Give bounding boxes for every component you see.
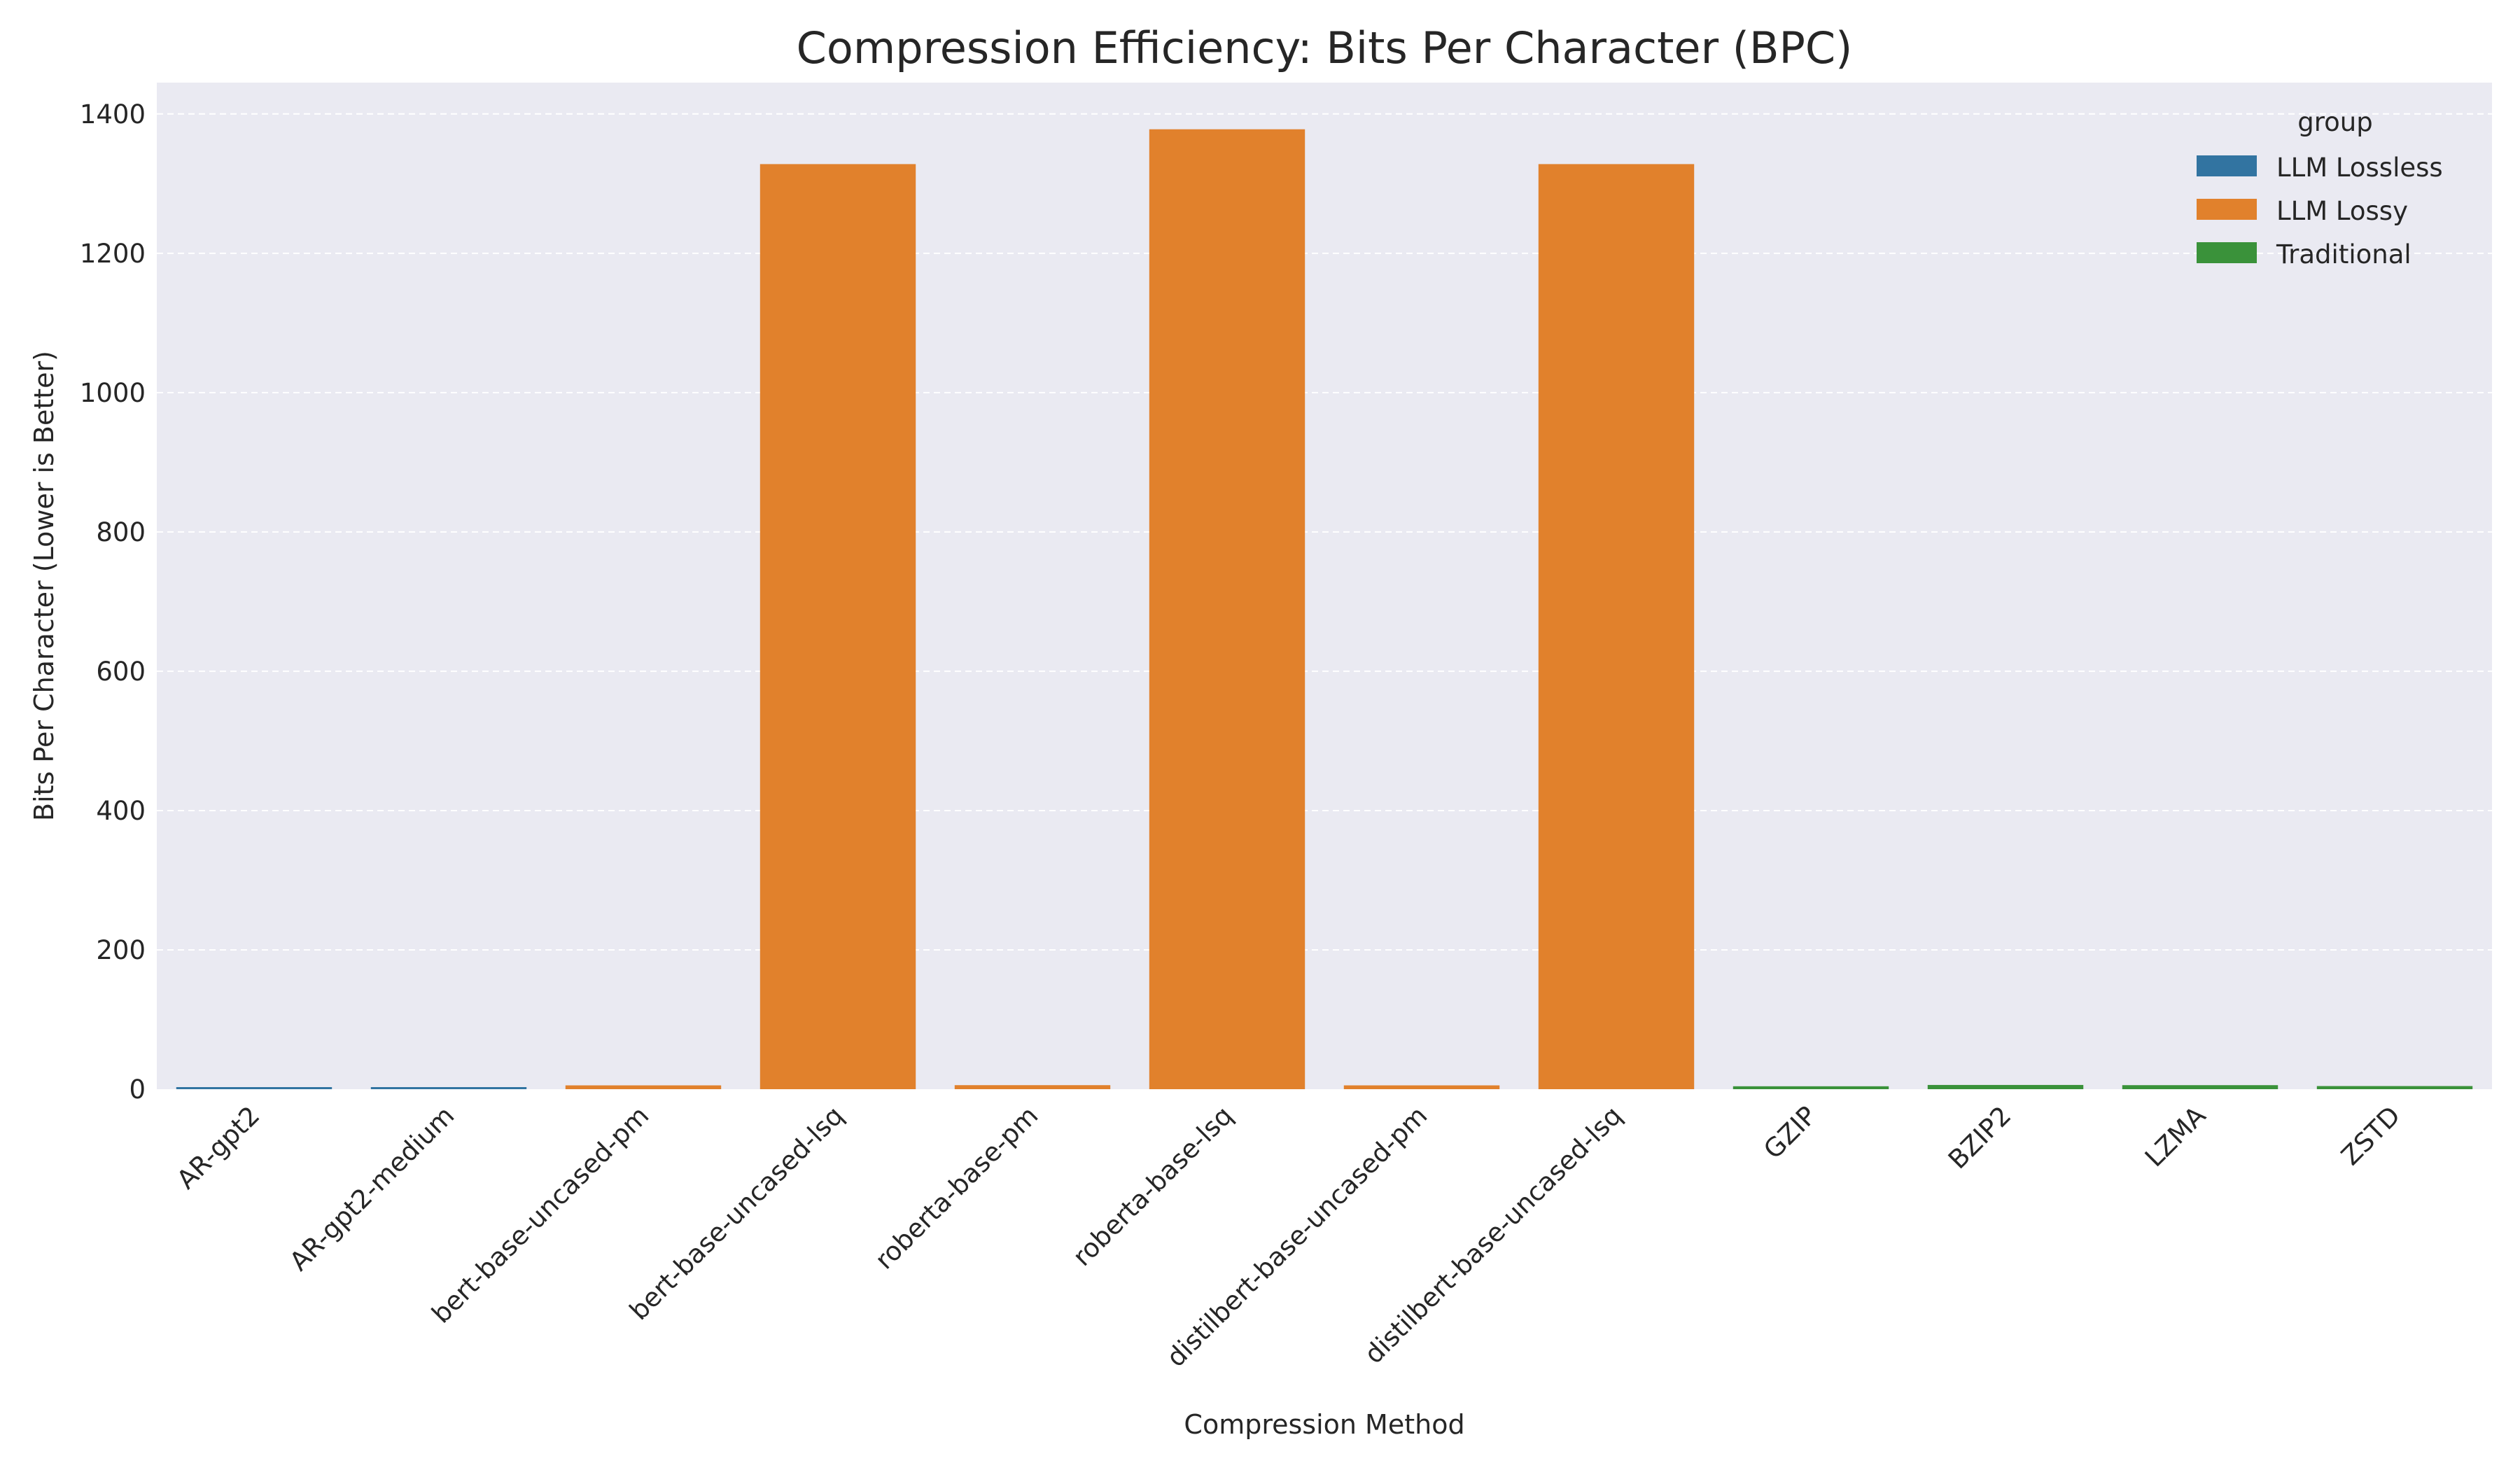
y-tick-1200: 1200 (80, 239, 146, 269)
bar-roberta-base-lsq (1149, 129, 1306, 1090)
bar-lzma (2122, 1085, 2278, 1089)
y-tick-0: 0 (129, 1074, 146, 1105)
x-tick-roberta-base-lsq: roberta-base-lsq (1067, 1100, 1238, 1272)
bar-distilbert-base-uncased-lsq (1538, 164, 1695, 1089)
bar-zstd (2316, 1086, 2473, 1089)
y-axis-label: Bits Per Character (Lower is Better) (29, 351, 59, 821)
chart-title: Compression Efficiency: Bits Per Charact… (797, 22, 1853, 74)
legend-swatch-llm-lossless (2197, 155, 2257, 176)
x-tick-zstd: ZSTD (2335, 1100, 2406, 1171)
x-axis-label: Compression Method (1184, 1409, 1464, 1440)
legend-title: group (2297, 107, 2372, 137)
legend-label-llm-lossy: LLM Lossy (2276, 196, 2408, 226)
x-tick-ar-gpt2: AR-gpt2 (171, 1100, 265, 1195)
x-tick-lzma: LZMA (2139, 1100, 2211, 1172)
legend-swatch-llm-lossy (2197, 199, 2257, 220)
bar-gzip (1732, 1086, 1889, 1089)
x-tick-bert-base-uncased-lsq: bert-base-uncased-lsq (624, 1100, 849, 1326)
x-tick-gzip: GZIP (1758, 1100, 1822, 1165)
legend-swatch-traditional (2197, 242, 2257, 263)
x-tick-labels: AR-gpt2 AR-gpt2-mediumbert-base-uncased-p… (171, 1100, 2406, 1373)
y-tick-600: 600 (96, 657, 146, 687)
bar-ar-gpt2-medium (370, 1087, 527, 1089)
x-tick-ar-gpt2-medium: AR-gpt2-medium (284, 1100, 460, 1277)
bar-bert-base-uncased-lsq (760, 164, 916, 1089)
gridlines (157, 113, 2492, 951)
bar-bzip2 (1927, 1084, 2084, 1089)
y-tick-1000: 1000 (80, 378, 146, 408)
legend-label-llm-lossless: LLM Lossless (2276, 153, 2443, 183)
bars (176, 129, 2473, 1090)
x-tick-bert-base-uncased-pm: bert-base-uncased-pm (426, 1100, 655, 1329)
bar-bert-base-uncased-pm (565, 1085, 722, 1089)
y-tick-1400: 1400 (80, 99, 146, 130)
legend: group LLM Lossless LLM Lossy Traditional (2197, 107, 2443, 270)
y-tick-labels: 0 200 400 600 800 1000 1200 1400 (80, 99, 146, 1105)
bar-roberta-base-pm (954, 1085, 1111, 1089)
bar-ar-gpt2 (176, 1087, 332, 1089)
y-tick-800: 800 (96, 517, 146, 547)
x-tick-roberta-base-pm: roberta-base-pm (869, 1100, 1044, 1275)
x-tick-bzip2: BZIP2 (1942, 1100, 2017, 1175)
y-tick-400: 400 (96, 796, 146, 826)
bar-distilbert-base-uncased-pm (1343, 1085, 1500, 1089)
legend-label-traditional: Traditional (2276, 239, 2412, 270)
plot-background (157, 83, 2492, 1089)
y-tick-200: 200 (96, 935, 146, 965)
